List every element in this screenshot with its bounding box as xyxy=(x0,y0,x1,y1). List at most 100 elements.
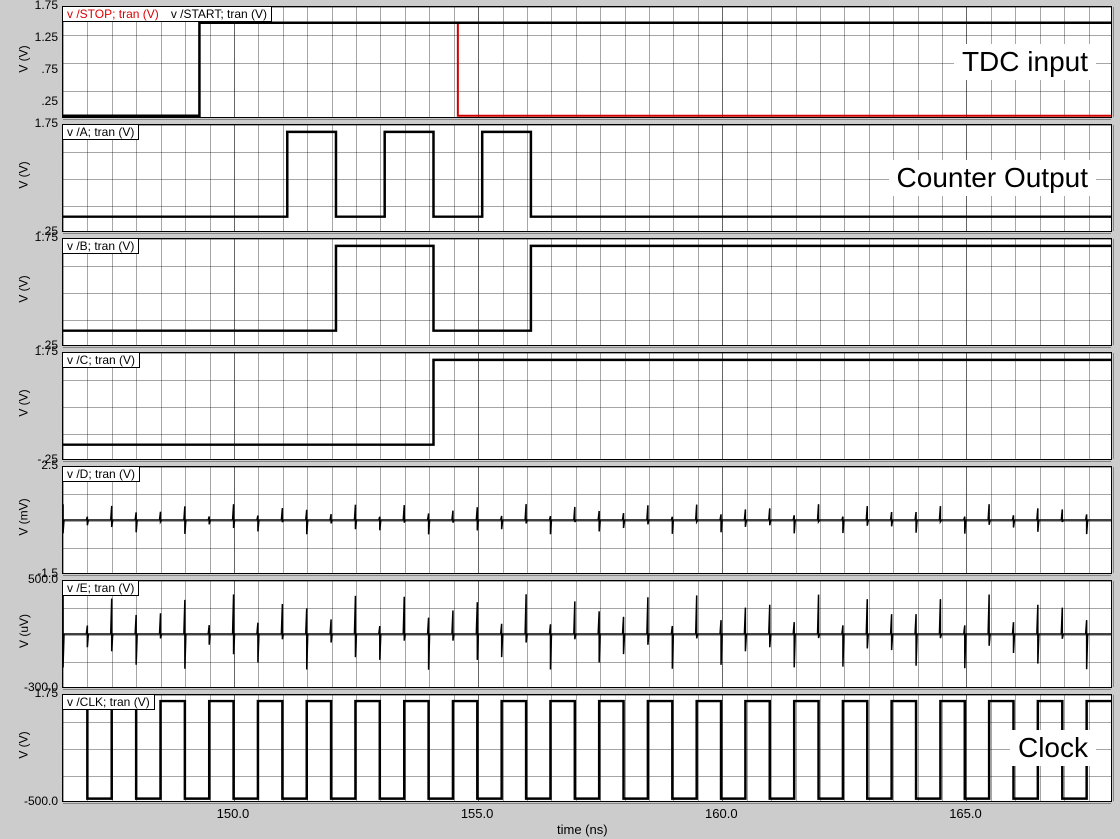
gridline-v-major xyxy=(478,695,479,801)
gridline-v-minor xyxy=(942,467,943,573)
gridline-h xyxy=(63,119,1111,120)
gridline-v-minor xyxy=(649,695,650,801)
gridline-v-minor xyxy=(576,7,577,117)
ylabel: V (uV) xyxy=(4,624,44,638)
gridline-v-minor xyxy=(698,695,699,801)
overlay-label: Counter Output xyxy=(889,160,1096,196)
gridline-h xyxy=(63,407,1111,408)
gridline-v-minor xyxy=(1113,7,1114,117)
gridline-v-minor xyxy=(258,239,259,345)
gridline-v-minor xyxy=(258,125,259,231)
gridline-v-minor xyxy=(332,353,333,459)
gridline-v-minor xyxy=(380,239,381,345)
gridline-v-minor xyxy=(283,467,284,573)
gridline-v-minor xyxy=(454,467,455,573)
gridline-v-minor xyxy=(918,353,919,459)
gridline-v-minor xyxy=(551,581,552,687)
gridline-v-minor xyxy=(503,695,504,801)
trace-legend: v /C; tran (V) xyxy=(62,352,140,368)
gridline-v-minor xyxy=(1040,467,1041,573)
gridline-v-major xyxy=(234,7,235,117)
gridline-v-minor xyxy=(649,353,650,459)
gridline-v-minor xyxy=(918,7,919,117)
gridline-v-minor xyxy=(136,7,137,117)
gridline-v-minor xyxy=(625,125,626,231)
gridline-v-minor xyxy=(600,467,601,573)
gridline-v-minor xyxy=(332,695,333,801)
gridline-v-major xyxy=(722,581,723,687)
gridline-v-minor xyxy=(796,353,797,459)
gridline-v-minor xyxy=(698,467,699,573)
gridline-v-minor xyxy=(673,581,674,687)
gridline-v-minor xyxy=(380,7,381,117)
xtick-label: 165.0 xyxy=(945,806,985,821)
gridline-v-minor xyxy=(380,125,381,231)
panel-counter-e: v /E; tran (V) xyxy=(62,580,1112,688)
ytick-label: .75 xyxy=(14,62,58,76)
gridline-v-minor xyxy=(405,239,406,345)
gridline-v-minor xyxy=(1040,239,1041,345)
gridline-v-minor xyxy=(942,353,943,459)
gridline-v-minor xyxy=(869,581,870,687)
trace-svg xyxy=(63,239,1111,345)
gridline-v-minor xyxy=(1113,125,1114,231)
gridline-v-minor xyxy=(503,353,504,459)
gridline-v-minor xyxy=(87,239,88,345)
gridline-v-minor xyxy=(1089,353,1090,459)
gridline-v-minor xyxy=(307,7,308,117)
gridline-v-minor xyxy=(63,581,64,687)
gridline-v-minor xyxy=(307,467,308,573)
gridline-v-minor xyxy=(844,695,845,801)
xtick-label: 155.0 xyxy=(457,806,497,821)
gridline-v-minor xyxy=(820,581,821,687)
trace-legend: v /CLK; tran (V) xyxy=(62,694,155,710)
gridline-v-minor xyxy=(136,125,137,231)
ytick-label: 1.75 xyxy=(14,0,58,12)
gridline-v-minor xyxy=(893,695,894,801)
gridline-v-minor xyxy=(185,353,186,459)
overlay-label: Clock xyxy=(1010,730,1096,766)
gridline-v-minor xyxy=(307,125,308,231)
gridline-v-minor xyxy=(893,581,894,687)
gridline-v-minor xyxy=(796,125,797,231)
gridline-h xyxy=(63,575,1111,576)
gridline-v-minor xyxy=(600,125,601,231)
gridline-v-minor xyxy=(844,353,845,459)
gridline-h xyxy=(63,695,1111,696)
ylabel: V (V) xyxy=(4,738,44,752)
ylabel: V (V) xyxy=(4,396,44,410)
gridline-v-minor xyxy=(63,7,64,117)
gridline-v-minor xyxy=(844,125,845,231)
gridline-v-minor xyxy=(1015,353,1016,459)
gridline-v-minor xyxy=(551,125,552,231)
gridline-v-minor xyxy=(796,7,797,117)
ylabel: V (V) xyxy=(4,168,44,182)
gridline-v-minor xyxy=(258,7,259,117)
panel-counter-d: v /D; tran (V) xyxy=(62,466,1112,574)
gridline-v-major xyxy=(966,467,967,573)
gridline-v-minor xyxy=(87,581,88,687)
gridline-v-minor xyxy=(918,467,919,573)
gridline-v-minor xyxy=(625,581,626,687)
gridline-v-minor xyxy=(210,467,211,573)
gridline-h xyxy=(63,239,1111,240)
gridline-v-minor xyxy=(991,581,992,687)
gridline-v-minor xyxy=(429,7,430,117)
gridline-v-minor xyxy=(185,239,186,345)
gridline-v-minor xyxy=(1113,239,1114,345)
trace-svg xyxy=(63,353,1111,459)
gridline-h xyxy=(63,434,1111,435)
gridline-v-minor xyxy=(527,467,528,573)
gridline-v-minor xyxy=(161,239,162,345)
gridline-h xyxy=(63,320,1111,321)
gridline-v-minor xyxy=(869,353,870,459)
gridline-v-minor xyxy=(112,125,113,231)
gridline-v-minor xyxy=(503,239,504,345)
gridline-v-minor xyxy=(405,7,406,117)
gridline-h xyxy=(63,152,1111,153)
gridline-v-minor xyxy=(625,353,626,459)
gridline-v-minor xyxy=(747,353,748,459)
gridline-v-minor xyxy=(698,581,699,687)
gridline-h xyxy=(63,266,1111,267)
gridline-v-minor xyxy=(283,125,284,231)
